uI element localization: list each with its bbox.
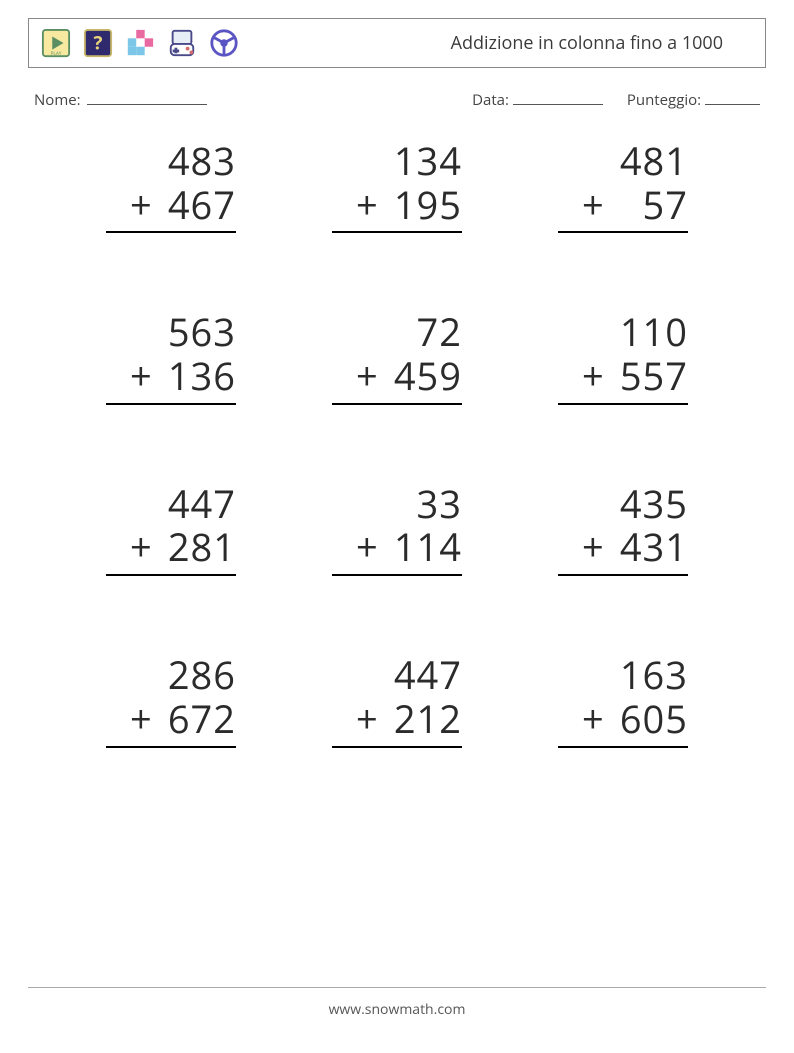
gamepad-icon[interactable] [167, 28, 197, 58]
play-icon[interactable]: PLAY [41, 28, 71, 58]
addend-bottom: 136 [156, 355, 236, 399]
operator: + [130, 698, 156, 742]
addend-bottom: 467 [156, 184, 236, 228]
addend-bottom: 212 [382, 698, 462, 742]
addend-bottom: 114 [382, 526, 462, 570]
score-label: Punteggio: [627, 90, 701, 110]
problem-11: 447+212 [294, 654, 500, 747]
operator: + [356, 355, 382, 399]
date-blank[interactable] [513, 90, 603, 105]
sum-line [332, 574, 462, 576]
problem-3: 481+ 57 [520, 140, 726, 233]
addend-bottom: 281 [156, 526, 236, 570]
sum-line [332, 403, 462, 405]
problem-6: 110+557 [520, 311, 726, 404]
problem-1: 483+467 [68, 140, 274, 233]
addend-bottom: 431 [608, 526, 688, 570]
addend-top: 110 [608, 311, 688, 355]
sum-line [106, 746, 236, 748]
sum-line [558, 403, 688, 405]
blocks-icon[interactable] [125, 28, 155, 58]
problem-7: 447+281 [68, 483, 274, 576]
svg-text:PLAY: PLAY [51, 51, 62, 57]
addend-top: 286 [156, 654, 236, 698]
sum-line [558, 746, 688, 748]
svg-text:?: ? [94, 31, 103, 56]
name-blank[interactable] [87, 90, 207, 105]
addend-bottom: 672 [156, 698, 236, 742]
footer-text: www.snowmath.com [329, 1000, 466, 1019]
addend-top: 72 [382, 311, 462, 355]
operator: + [130, 526, 156, 570]
addend-top: 435 [608, 483, 688, 527]
addend-top: 483 [156, 140, 236, 184]
addend-bottom: 57 [608, 184, 688, 228]
problems-grid: 483+467 134+195 481+ 57 563+136 72+459 1… [28, 140, 766, 748]
addend-bottom: 195 [382, 184, 462, 228]
operator: + [582, 526, 608, 570]
sum-line [106, 403, 236, 405]
addend-top: 163 [608, 654, 688, 698]
addend-top: 447 [382, 654, 462, 698]
addend-top: 447 [156, 483, 236, 527]
operator: + [356, 698, 382, 742]
problem-8: 33+114 [294, 483, 500, 576]
problem-12: 163+605 [520, 654, 726, 747]
footer: www.snowmath.com [0, 987, 794, 1019]
operator: + [582, 698, 608, 742]
addend-bottom: 557 [608, 355, 688, 399]
date-label: Data: [472, 90, 509, 110]
operator: + [582, 355, 608, 399]
worksheet-title: Addizione in colonna fino a 1000 [451, 31, 753, 55]
meta-row: Nome: Data: Punteggio: [34, 90, 760, 110]
sum-line [106, 574, 236, 576]
header-bar: PLAY ? [28, 18, 766, 68]
addend-top: 481 [608, 140, 688, 184]
problem-5: 72+459 [294, 311, 500, 404]
question-icon[interactable]: ? [83, 28, 113, 58]
operator: + [130, 184, 156, 228]
problem-9: 435+431 [520, 483, 726, 576]
sum-line [106, 231, 236, 233]
sum-line [332, 231, 462, 233]
problem-2: 134+195 [294, 140, 500, 233]
sum-line [558, 574, 688, 576]
problem-10: 286+672 [68, 654, 274, 747]
problem-4: 563+136 [68, 311, 274, 404]
addend-top: 33 [382, 483, 462, 527]
operator: + [356, 526, 382, 570]
sum-line [558, 231, 688, 233]
addend-bottom: 459 [382, 355, 462, 399]
wheel-icon[interactable] [209, 28, 239, 58]
icon-row: PLAY ? [41, 28, 239, 58]
operator: + [130, 355, 156, 399]
addend-top: 563 [156, 311, 236, 355]
addend-top: 134 [382, 140, 462, 184]
operator: + [356, 184, 382, 228]
sum-line [332, 746, 462, 748]
addend-bottom: 605 [608, 698, 688, 742]
name-label: Nome: [34, 90, 81, 110]
score-blank[interactable] [705, 90, 760, 105]
operator: + [582, 184, 608, 228]
